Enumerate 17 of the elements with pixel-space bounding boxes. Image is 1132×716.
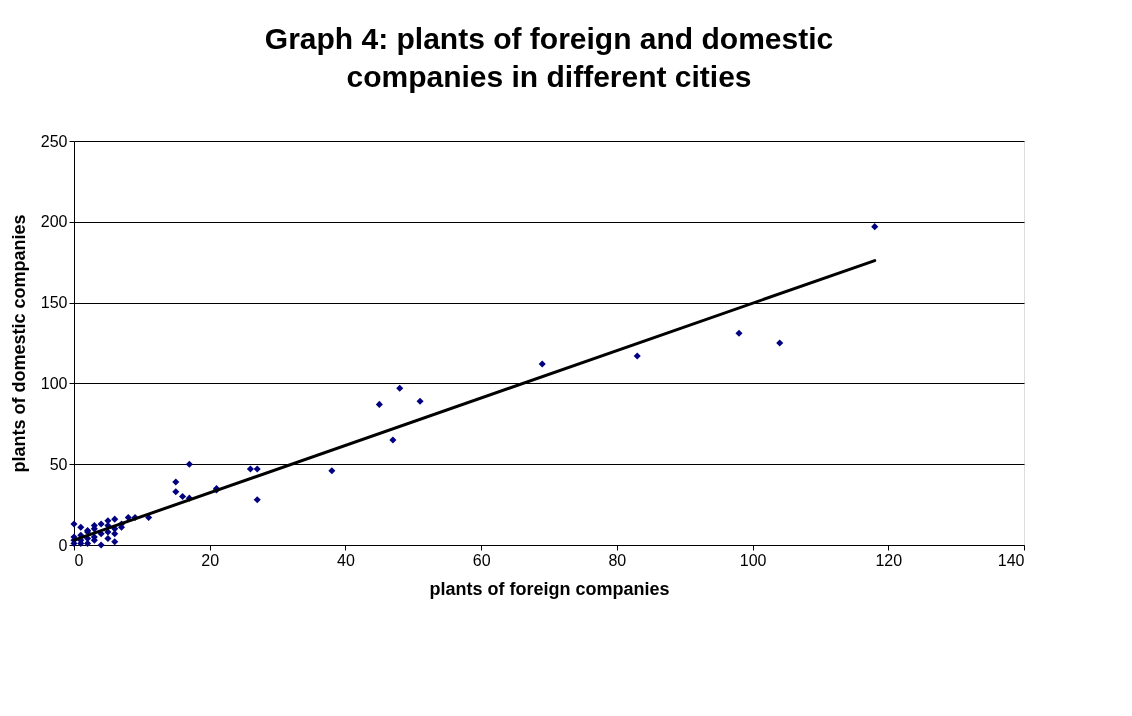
- y-tick-label: 100: [40, 374, 68, 392]
- x-tick-label: 80: [608, 551, 627, 569]
- x-tick-label: 0: [74, 551, 84, 569]
- y-tick-label: 200: [40, 213, 68, 231]
- y-tick-label: 250: [40, 132, 68, 150]
- y-tick-label: 150: [40, 294, 68, 312]
- x-tick-label: 60: [472, 551, 491, 569]
- y-axis-title: plants of domestic companies: [8, 214, 29, 473]
- x-tick-label: 120: [875, 551, 903, 569]
- y-tick-label: 50: [49, 455, 68, 473]
- x-tick-label: 100: [739, 551, 767, 569]
- x-axis-title: plants of foreign companies: [429, 578, 670, 599]
- x-tick-label: 140: [997, 551, 1025, 569]
- x-tick-label: 40: [337, 551, 355, 569]
- y-tick-label: 0: [58, 536, 68, 554]
- chart-title: Graph 4: plants of foreign and domestic companies in different cities: [264, 22, 834, 93]
- x-tick-label: 20: [201, 551, 220, 569]
